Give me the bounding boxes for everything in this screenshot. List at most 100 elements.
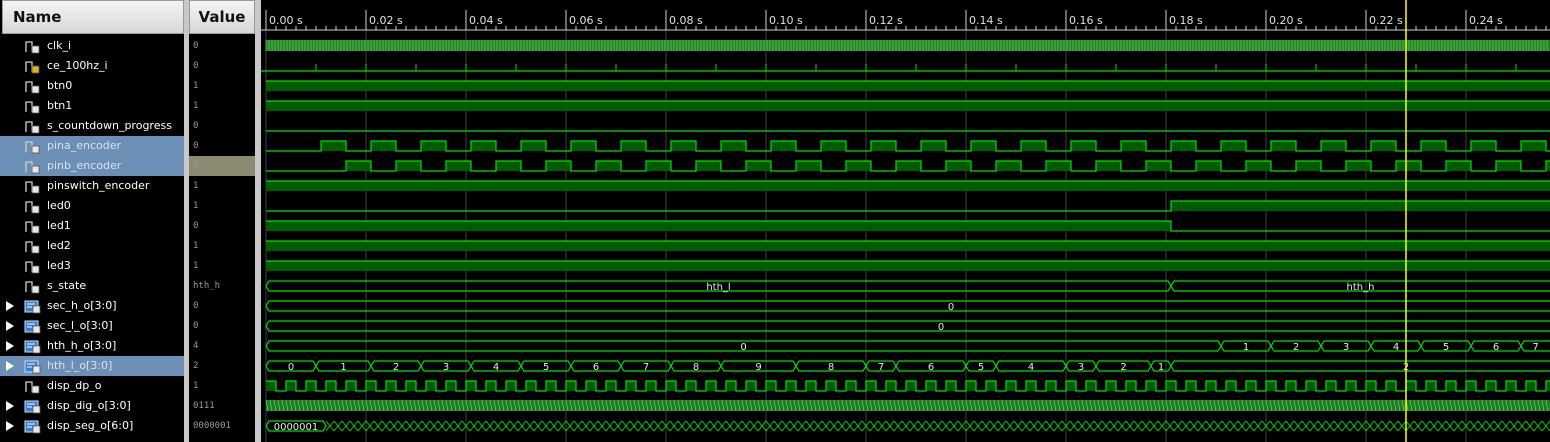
bus-transition xyxy=(1349,420,1359,432)
signal-high-fill xyxy=(266,101,1550,111)
value-cell[interactable]: 0 xyxy=(189,36,255,56)
dense-transition xyxy=(1249,399,1253,412)
waveform-panel[interactable]: 0.00 s 0.02 s 0.04 s 0.06 s 0.08 s 0.10 s 0.12… xyxy=(261,0,1550,442)
value-cell[interactable]: 1 xyxy=(189,96,255,116)
signal-high-fill xyxy=(1171,201,1550,211)
dense-transition xyxy=(477,399,481,412)
bus-transition xyxy=(413,420,423,432)
value-cell[interactable]: 1 xyxy=(189,256,255,276)
value-cell[interactable]: 4 xyxy=(189,336,255,356)
dense-transition xyxy=(1385,399,1389,412)
value-cell[interactable]: 0 xyxy=(189,136,255,156)
value-cell[interactable]: 0 xyxy=(189,316,255,336)
signal-row[interactable]: sec_h_o[3:0] xyxy=(0,296,184,316)
signal-high-fill xyxy=(1326,381,1336,391)
dense-transition xyxy=(745,399,749,412)
dense-transition xyxy=(405,399,409,412)
dense-transition xyxy=(937,399,941,412)
signal-high-fill xyxy=(646,161,671,171)
dense-transition xyxy=(1033,399,1037,412)
signal-high-fill xyxy=(806,381,816,391)
dense-transition xyxy=(881,399,885,412)
dense-transition xyxy=(741,399,745,412)
dense-transition xyxy=(413,399,417,412)
dense-transition xyxy=(489,399,493,412)
signal-row[interactable]: sec_l_o[3:0] xyxy=(0,316,184,336)
bus-transition xyxy=(445,420,455,432)
value-cell[interactable]: 0000001 xyxy=(189,416,255,436)
bus-signal-icon xyxy=(24,419,42,434)
bus-transition xyxy=(605,420,615,432)
signal-row[interactable]: hth_h_o[3:0] xyxy=(0,336,184,356)
value-cell[interactable]: 1 xyxy=(189,76,255,96)
value-cell[interactable]: 0 xyxy=(189,116,255,136)
value-cell[interactable]: 0 xyxy=(189,216,255,236)
bus-transition xyxy=(861,420,871,432)
dense-transition xyxy=(1105,399,1109,412)
dense-transition xyxy=(1529,399,1533,412)
bus-transition xyxy=(1405,420,1415,432)
signal-row[interactable]: led2 xyxy=(0,236,184,256)
value-column-header[interactable]: Value xyxy=(189,0,255,34)
value-cell[interactable]: 1 xyxy=(189,196,255,216)
value-cell[interactable]: 0 xyxy=(189,156,255,176)
dense-transition xyxy=(953,399,957,412)
signal-row[interactable]: led0 xyxy=(0,196,184,216)
signal-row[interactable]: btn1 xyxy=(0,96,184,116)
signal-row[interactable]: disp_dig_o[3:0] xyxy=(0,396,184,416)
bus-transition xyxy=(437,420,447,432)
value-cell[interactable]: 0 xyxy=(189,56,255,76)
dense-transition xyxy=(605,399,609,412)
bus-transition xyxy=(365,420,375,432)
signal-row[interactable]: led1 xyxy=(0,216,184,236)
expand-arrow-icon[interactable] xyxy=(6,321,14,331)
dense-transition xyxy=(969,399,973,412)
signal-value: hth_h xyxy=(193,281,221,291)
expand-arrow-icon[interactable] xyxy=(6,361,14,371)
expand-arrow-icon[interactable] xyxy=(6,401,14,411)
signal-high-fill xyxy=(571,141,596,151)
waveform-splitter[interactable] xyxy=(255,0,261,442)
signal-row[interactable]: s_countdown_progress xyxy=(0,116,184,136)
value-cell[interactable]: 0111 xyxy=(189,396,255,416)
value-cell[interactable]: 0 xyxy=(189,296,255,316)
signal-row[interactable]: led3 xyxy=(0,256,184,276)
signal-row[interactable]: btn0 xyxy=(0,76,184,96)
signal-row[interactable]: pina_encoder xyxy=(0,136,184,156)
value-cell[interactable]: hth_h xyxy=(189,276,255,296)
signal-row[interactable]: disp_seg_o[6:0] xyxy=(0,416,184,436)
value-cell[interactable]: 1 xyxy=(189,236,255,256)
signal-row[interactable]: s_state xyxy=(0,276,184,296)
waveform-canvas[interactable]: 0.00 s 0.02 s 0.04 s 0.06 s 0.08 s 0.10 s 0.12… xyxy=(261,0,1550,442)
name-column-header[interactable]: Name xyxy=(2,0,184,34)
dense-transition xyxy=(1497,399,1501,412)
bus-transition xyxy=(973,420,983,432)
dense-transition xyxy=(925,399,929,412)
signal-high-fill xyxy=(966,381,976,391)
bus-transition xyxy=(1181,420,1191,432)
value-cell[interactable]: 2 xyxy=(189,356,255,376)
expand-arrow-icon[interactable] xyxy=(6,301,14,311)
expand-arrow-icon[interactable] xyxy=(6,341,14,351)
expand-arrow-icon[interactable] xyxy=(6,421,14,431)
bus-transition xyxy=(869,420,879,432)
bus-transition xyxy=(877,420,887,432)
signal-high-fill xyxy=(1046,381,1056,391)
signal-row[interactable]: ce_100hz_i xyxy=(0,56,184,76)
signal-row[interactable]: disp_dp_o xyxy=(0,376,184,396)
bus-transition xyxy=(1021,420,1031,432)
value-cell[interactable]: 1 xyxy=(189,176,255,196)
signal-row[interactable]: clk_i xyxy=(0,36,184,56)
signal-row[interactable]: hth_l_o[3:0] xyxy=(0,356,184,376)
dense-transition xyxy=(1501,399,1505,412)
dense-transition xyxy=(1461,399,1465,412)
bus-transition xyxy=(997,420,1007,432)
dense-transition xyxy=(557,399,561,412)
dense-transition xyxy=(993,399,997,412)
column-splitter[interactable] xyxy=(184,0,189,442)
signal-row[interactable]: pinb_encoder xyxy=(0,156,184,176)
signal-row[interactable]: pinswitch_encoder xyxy=(0,176,184,196)
value-cell[interactable]: 1 xyxy=(189,376,255,396)
dense-transition xyxy=(321,399,325,412)
dense-transition xyxy=(1297,399,1301,412)
